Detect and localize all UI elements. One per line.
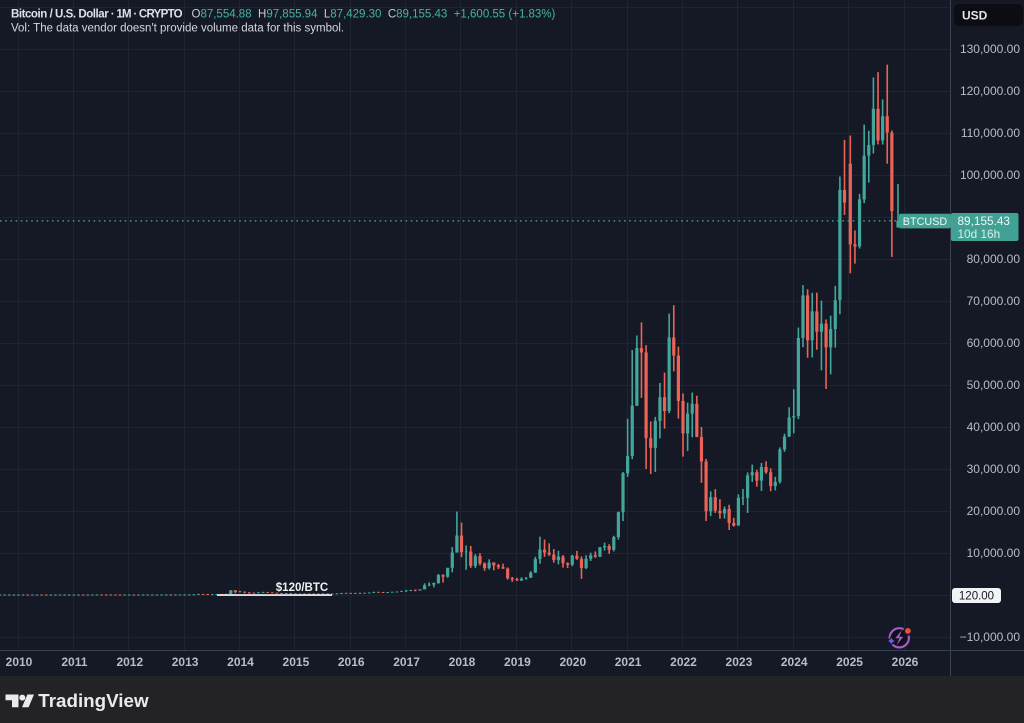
svg-text:$120/BTC: $120/BTC: [276, 582, 328, 594]
svg-text:−10,000.00: −10,000.00: [960, 630, 1021, 644]
svg-text:120,000.00: 120,000.00: [960, 84, 1020, 98]
svg-text:Bitcoin / U.S. Dollar · 1M · C: Bitcoin / U.S. Dollar · 1M · CRYPTO O87,…: [11, 8, 556, 20]
svg-text:2023: 2023: [726, 655, 753, 669]
svg-text:2026: 2026: [892, 655, 919, 669]
svg-text:100,000.00: 100,000.00: [960, 168, 1020, 182]
svg-text:30,000.00: 30,000.00: [967, 462, 1021, 476]
svg-text:50,000.00: 50,000.00: [967, 378, 1021, 392]
svg-text:USD: USD: [962, 8, 988, 22]
svg-text:2021: 2021: [615, 655, 642, 669]
svg-text:2019: 2019: [504, 655, 531, 669]
svg-text:2013: 2013: [172, 655, 199, 669]
svg-text:70,000.00: 70,000.00: [967, 294, 1021, 308]
svg-text:2020: 2020: [559, 655, 586, 669]
svg-text:10,000.00: 10,000.00: [967, 546, 1021, 560]
svg-text:130,000.00: 130,000.00: [960, 42, 1020, 56]
svg-text:2025: 2025: [836, 655, 863, 669]
svg-text:110,000.00: 110,000.00: [961, 126, 1020, 140]
svg-text:Vol: The data vendor doesn't p: Vol: The data vendor doesn't provide vol…: [11, 22, 344, 34]
svg-text:2014: 2014: [227, 655, 254, 669]
svg-text:40,000.00: 40,000.00: [967, 420, 1021, 434]
svg-text:2012: 2012: [116, 655, 143, 669]
svg-text:80,000.00: 80,000.00: [967, 252, 1021, 266]
svg-text:2018: 2018: [449, 655, 476, 669]
svg-text:2015: 2015: [283, 655, 310, 669]
svg-text:TradingView: TradingView: [38, 690, 149, 711]
svg-text:2010: 2010: [6, 655, 33, 669]
svg-text:2011: 2011: [61, 655, 87, 669]
svg-text:10d 16h: 10d 16h: [958, 227, 1001, 241]
svg-text:2022: 2022: [670, 655, 697, 669]
svg-text:2016: 2016: [338, 655, 365, 669]
svg-text:89,155.43: 89,155.43: [958, 214, 1011, 228]
svg-text:20,000.00: 20,000.00: [967, 504, 1021, 518]
svg-text:BTCUSD: BTCUSD: [903, 216, 948, 228]
svg-text:120.00: 120.00: [959, 591, 994, 603]
svg-text:60,000.00: 60,000.00: [967, 336, 1021, 350]
svg-text:2017: 2017: [393, 655, 420, 669]
svg-text:2024: 2024: [781, 655, 808, 669]
